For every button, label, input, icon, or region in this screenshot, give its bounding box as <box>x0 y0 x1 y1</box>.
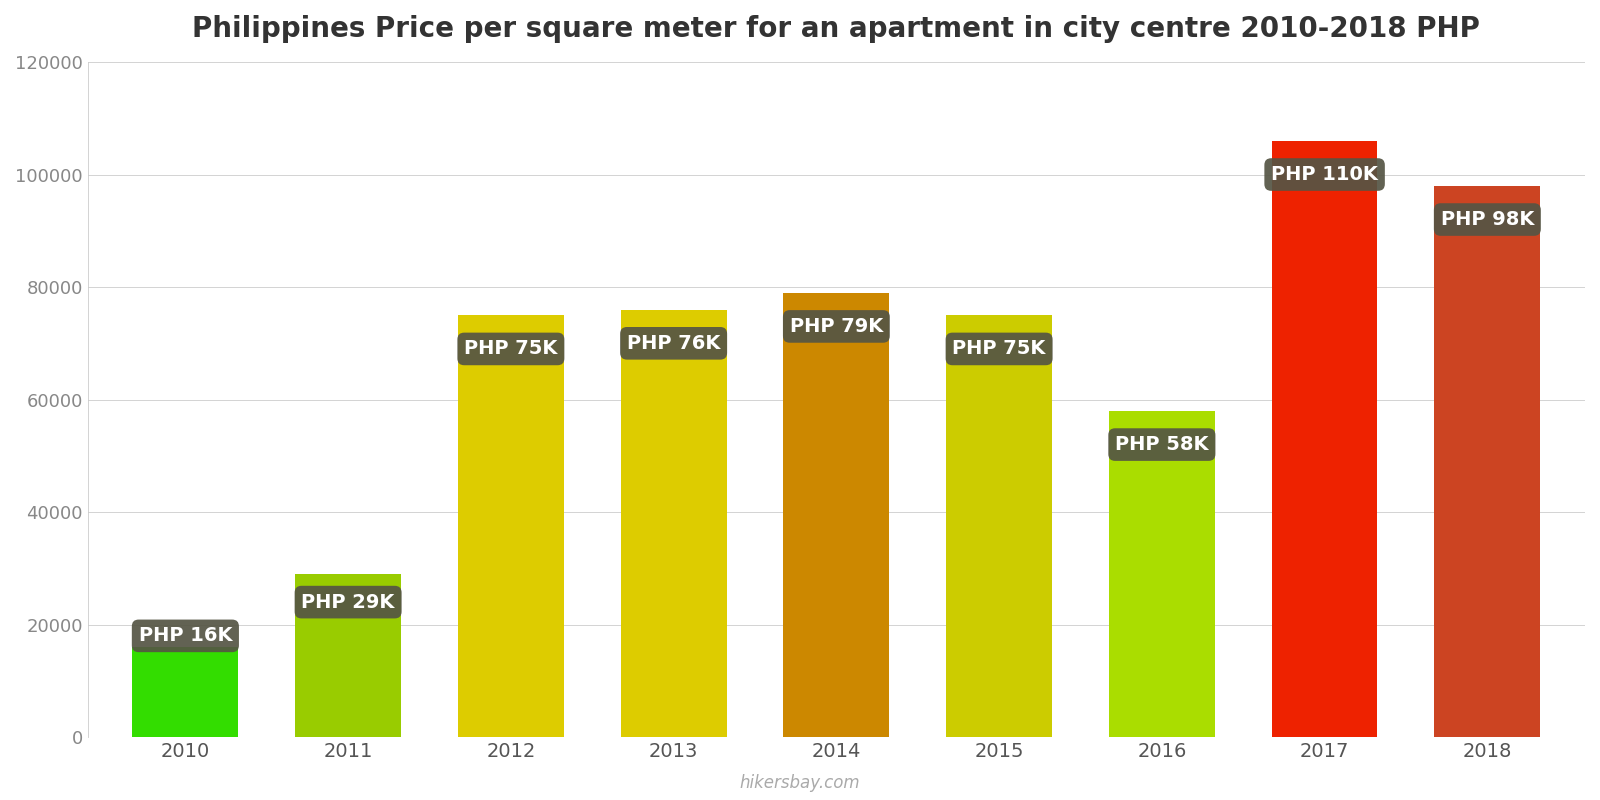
Bar <box>458 315 563 737</box>
Bar <box>1435 186 1541 737</box>
Bar <box>1272 141 1378 737</box>
Text: PHP 16K: PHP 16K <box>139 626 232 646</box>
Text: hikersbay.com: hikersbay.com <box>739 774 861 792</box>
Bar <box>784 293 890 737</box>
Text: PHP 75K: PHP 75K <box>952 339 1046 358</box>
Bar <box>133 647 238 737</box>
Bar <box>296 574 402 737</box>
Text: PHP 110K: PHP 110K <box>1270 165 1378 184</box>
Text: PHP 76K: PHP 76K <box>627 334 720 353</box>
Title: Philippines Price per square meter for an apartment in city centre 2010-2018 PHP: Philippines Price per square meter for a… <box>192 15 1480 43</box>
Text: PHP 58K: PHP 58K <box>1115 435 1208 454</box>
Text: PHP 79K: PHP 79K <box>790 317 883 336</box>
Text: PHP 29K: PHP 29K <box>301 593 395 612</box>
Bar <box>946 315 1053 737</box>
Bar <box>621 310 726 737</box>
Bar <box>1109 411 1214 737</box>
Text: PHP 75K: PHP 75K <box>464 339 557 358</box>
Text: PHP 98K: PHP 98K <box>1440 210 1534 229</box>
